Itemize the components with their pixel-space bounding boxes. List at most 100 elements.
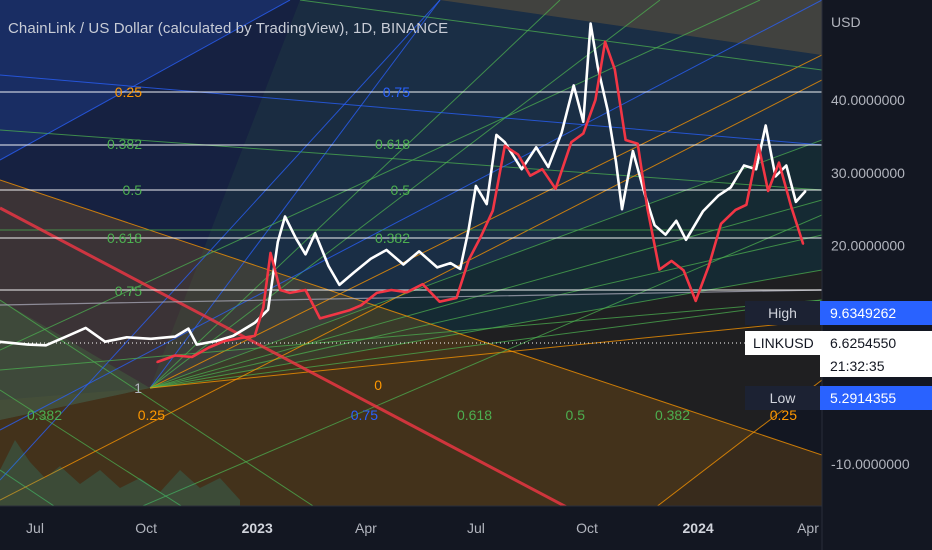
- fan-line: [0, 469, 55, 506]
- fib-label-bottom: 0.25: [770, 407, 797, 423]
- trend-line[interactable]: [0, 206, 610, 530]
- series-point: [535, 146, 537, 149]
- fan-line: [0, 299, 315, 506]
- fib-label-bottom: 0.25: [138, 407, 165, 423]
- series-point: [455, 297, 458, 299]
- series-point: [174, 354, 176, 357]
- series-point: [156, 361, 158, 363]
- series-point: [348, 309, 350, 312]
- series-point: [304, 253, 307, 256]
- fan-line: [299, 0, 822, 71]
- price-axis-ticks: 40.0000000 30.0000000 20.0000000 -10.000000…: [831, 92, 910, 472]
- fan-line: [149, 319, 822, 389]
- series-point: [547, 166, 550, 168]
- fan-line: [0, 389, 183, 506]
- series-point: [778, 161, 780, 164]
- series-point: [570, 141, 573, 143]
- fib-fan-fills: [0, 0, 822, 506]
- series-point: [485, 203, 488, 205]
- fib-label-middle: 0.75: [383, 84, 410, 100]
- fib-label-bottom: 0.5: [566, 407, 586, 423]
- series-point: [332, 314, 335, 316]
- series-point: [475, 185, 477, 187]
- fan-line: [0, 299, 822, 371]
- series-point: [743, 164, 745, 167]
- series-point: [702, 210, 704, 213]
- series-point: [504, 141, 506, 143]
- fib-label-bottom: 0.382: [655, 407, 690, 423]
- series-point: [284, 215, 286, 218]
- series-point: [402, 263, 405, 266]
- series-point: [597, 66, 599, 68]
- series-point: [467, 259, 470, 262]
- fib-fan-lines: [0, 0, 822, 530]
- series-point: [745, 204, 748, 206]
- fan-line: [149, 54, 822, 389]
- fan-line: [0, 74, 822, 146]
- fib-label-left: 0.25: [115, 84, 142, 100]
- series-point: [804, 190, 807, 192]
- time-axis-panel[interactable]: [0, 506, 822, 550]
- series-point: [66, 335, 69, 337]
- fib-label-left: 0.382: [107, 136, 142, 152]
- series-point: [785, 164, 788, 167]
- series-point: [232, 335, 234, 337]
- fan-line: [0, 0, 291, 161]
- price-tick-label: 20.0000000: [831, 238, 905, 254]
- series-point: [208, 346, 210, 349]
- series-point: [685, 239, 687, 241]
- time-tick-label: 2023: [242, 520, 273, 536]
- series-point: [560, 132, 563, 134]
- series-point: [45, 344, 47, 347]
- price-tick-label: 40.0000000: [831, 92, 905, 108]
- symbol-label: LINKUSD: [745, 331, 820, 355]
- time-tick-label: Apr: [797, 520, 819, 536]
- series-point: [150, 338, 152, 340]
- series-point: [406, 291, 408, 294]
- series-point: [764, 124, 767, 127]
- series-point: [615, 161, 617, 163]
- series-point: [767, 190, 769, 192]
- fib-label-zero: 0: [374, 377, 382, 393]
- series-point: [304, 289, 307, 291]
- series-point: [27, 343, 29, 346]
- time-tick-label: Apr: [355, 520, 377, 536]
- series-point: [418, 250, 420, 253]
- series-point: [277, 241, 279, 243]
- fib-label-middle: 0.5: [391, 182, 411, 198]
- series-point: [319, 317, 321, 320]
- series-point: [104, 340, 106, 343]
- series-point: [755, 168, 757, 170]
- time-tick-label: Jul: [467, 520, 485, 536]
- series-point: [84, 327, 87, 329]
- white-price-line[interactable]: [0, 22, 807, 347]
- series-point: [436, 266, 439, 269]
- series-point: [675, 220, 678, 222]
- fan-line: [149, 199, 822, 389]
- series-point: [790, 205, 792, 208]
- price-tick-label: 30.0000000: [831, 165, 905, 181]
- price-axis-unit: USD: [831, 14, 861, 30]
- volume-area: [0, 440, 240, 506]
- series-point: [295, 237, 297, 240]
- time-tick-label: Jul: [26, 520, 44, 536]
- fib-label-bottom: 0.618: [457, 407, 492, 423]
- series-point: [449, 262, 452, 264]
- series-point: [582, 121, 585, 123]
- series-point: [554, 188, 557, 190]
- series-point: [670, 260, 673, 262]
- series-point: [757, 144, 760, 146]
- series-point: [658, 268, 661, 271]
- price-axis-panel[interactable]: [822, 0, 932, 550]
- series-point: [517, 153, 519, 156]
- price-tick-label: -10.0000000: [831, 456, 910, 472]
- fan-line: [0, 129, 822, 191]
- series-point: [682, 269, 685, 272]
- low-value: 5.2914355: [820, 386, 932, 410]
- series-point: [479, 236, 482, 238]
- series-point: [720, 223, 722, 225]
- fan-line: [149, 0, 441, 389]
- series-point: [729, 186, 732, 189]
- series-point: [390, 289, 393, 291]
